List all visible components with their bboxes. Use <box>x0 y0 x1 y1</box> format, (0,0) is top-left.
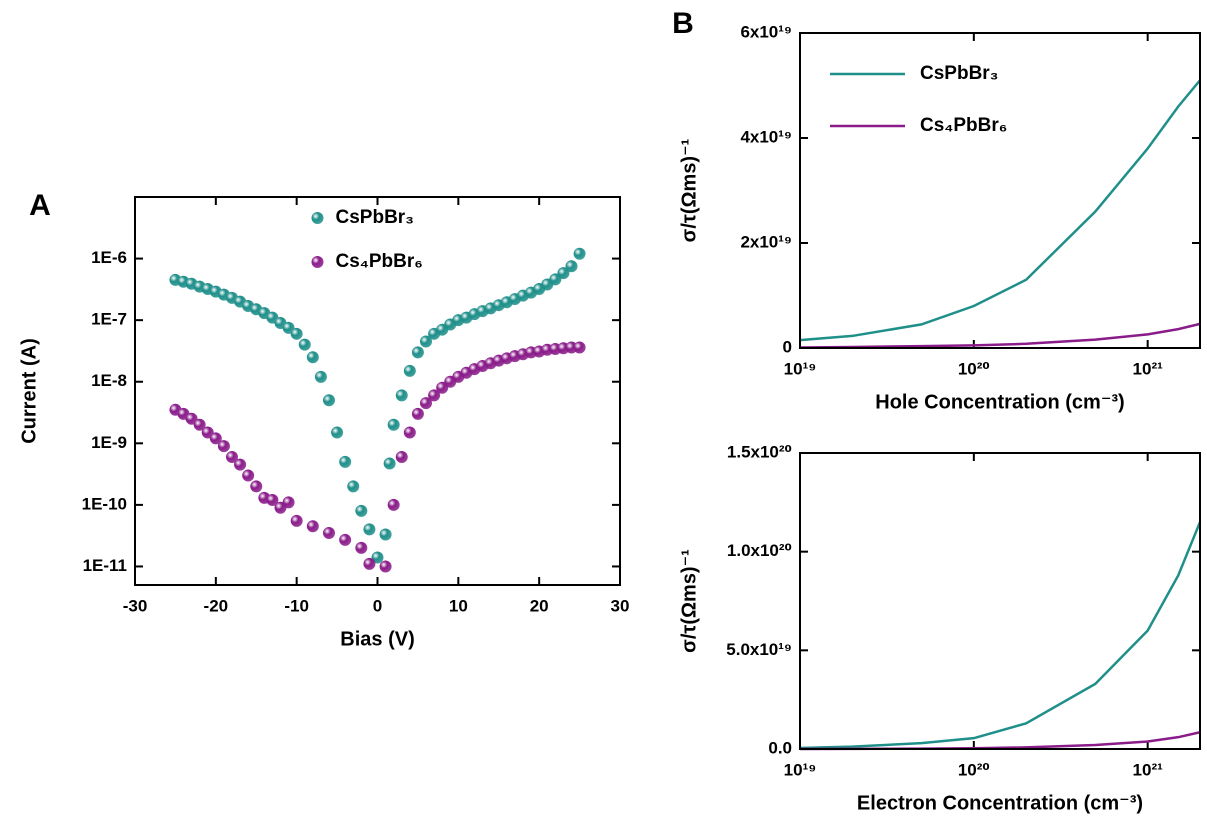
data-point <box>573 247 586 260</box>
chart-panel: B 10¹⁹ 10²⁰ 10²¹ 0 2x10¹⁹ 4x10¹⁹ 6x10¹⁹ Hole Con… <box>672 7 1201 413</box>
x-tick-label: 10²¹ <box>1133 760 1164 779</box>
data-point <box>363 557 376 570</box>
data-point <box>355 504 368 517</box>
data-point <box>403 364 416 377</box>
data-point <box>323 394 335 407</box>
data-point <box>234 458 247 471</box>
x-tick-label: 10²⁰ <box>958 760 990 779</box>
y-tick-label: 0 <box>783 337 792 356</box>
data-point <box>331 426 344 439</box>
legend-marker <box>311 256 324 268</box>
panel-label: A <box>29 189 51 222</box>
legend-label: CsPbBr₃ <box>336 207 414 228</box>
data-point <box>339 533 352 546</box>
data-point <box>549 273 562 286</box>
data-line <box>799 521 1202 750</box>
legend-label: Cs₄PbBr₆ <box>336 251 423 272</box>
data-point <box>565 260 578 273</box>
data-point <box>411 407 424 420</box>
y-tick-label: 1E-6 <box>91 248 127 267</box>
legend-label: CsPbBr₃ <box>920 63 998 84</box>
data-point <box>209 432 222 445</box>
y-tick-label: 1.5x10²⁰ <box>727 442 792 461</box>
y-tick-label: 1E-11 <box>83 556 127 575</box>
data-line <box>799 322 1201 349</box>
data-point <box>347 480 360 493</box>
x-axis-title: Hole Concentration (cm⁻³) <box>875 391 1124 413</box>
x-tick-label: 10 <box>449 596 468 615</box>
data-point <box>242 469 255 482</box>
data-point <box>428 389 441 402</box>
data-point <box>290 327 303 340</box>
data-point <box>363 523 376 536</box>
data-point <box>395 450 408 463</box>
x-tick-label: 10¹⁹ <box>784 359 817 378</box>
x-tick-label: -20 <box>204 596 229 615</box>
data-point <box>226 450 238 463</box>
panel-label: B <box>672 7 694 40</box>
chart-panel: 10¹⁹ 10²⁰ 10²¹ 0.0 5.0x10¹⁹ 1.0x10²⁰ 1.5x10²⁰ E… <box>678 442 1202 814</box>
data-point <box>314 370 327 383</box>
legend-label: Cs₄PbBr₆ <box>920 115 1007 136</box>
data-point <box>266 494 279 507</box>
x-tick-label: -30 <box>123 596 148 615</box>
chart-panel: A -30 -20 -10 0 10 20 30 1E-11 1E-10 1E-9 1E-8 1E-7 1… <box>18 189 629 650</box>
legend-marker <box>311 212 324 224</box>
plot-frame <box>134 196 621 586</box>
x-axis-title: Bias (V) <box>340 628 414 650</box>
y-tick-label: 6x10¹⁹ <box>740 22 792 41</box>
data-point <box>306 351 319 364</box>
y-tick-label: 2x10¹⁹ <box>740 232 792 251</box>
y-tick-label: 1E-7 <box>91 310 127 329</box>
data-point <box>355 541 368 554</box>
y-axis-title: σ/τ(Ωms)⁻¹ <box>678 138 700 242</box>
x-tick-label: 20 <box>530 596 549 615</box>
y-tick-label: 1.0x10²⁰ <box>727 541 792 560</box>
y-tick-label: 0.0 <box>768 738 792 757</box>
data-point <box>193 418 206 431</box>
data-point <box>403 426 416 439</box>
data-point <box>290 514 303 527</box>
y-tick-label: 1E-10 <box>82 494 127 513</box>
x-tick-label: 0 <box>373 596 382 615</box>
x-tick-label: 30 <box>611 596 630 615</box>
y-axis-title: σ/τ(Ωms)⁻¹ <box>678 549 700 653</box>
plot-frame <box>799 452 1201 750</box>
x-tick-label: 10²⁰ <box>958 359 990 378</box>
data-point <box>371 551 384 564</box>
plot-frame <box>799 32 1201 349</box>
y-tick-label: 5.0x10¹⁹ <box>726 640 792 659</box>
data-point <box>250 480 263 493</box>
data-point <box>557 267 570 280</box>
y-tick-label: 1E-8 <box>91 371 127 390</box>
data-line <box>799 79 1201 342</box>
data-point <box>387 418 400 431</box>
y-tick-label: 1E-9 <box>91 433 127 452</box>
data-point <box>411 346 424 359</box>
data-point <box>420 335 432 348</box>
x-tick-label: -10 <box>284 596 309 615</box>
data-point <box>298 338 311 351</box>
data-point <box>282 496 295 509</box>
data-point <box>217 440 230 453</box>
y-axis-title: Current (A) <box>18 338 40 444</box>
data-point <box>383 457 396 470</box>
data-point <box>379 560 392 573</box>
data-point <box>573 341 586 354</box>
x-tick-label: 10¹⁹ <box>784 760 817 779</box>
data-point <box>379 528 392 541</box>
data-point <box>323 526 335 539</box>
x-tick-label: 10²¹ <box>1133 359 1164 378</box>
data-point <box>387 498 400 511</box>
data-point <box>306 520 319 533</box>
y-tick-label: 4x10¹⁹ <box>740 127 792 146</box>
data-point <box>395 389 408 402</box>
data-point <box>420 397 432 410</box>
x-axis-title: Electron Concentration (cm⁻³) <box>857 792 1143 814</box>
data-point <box>339 455 352 468</box>
